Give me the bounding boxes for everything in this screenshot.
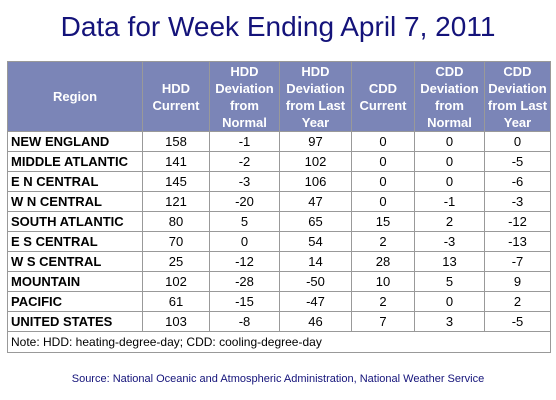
value-cell: -13 [484,231,551,252]
value-cell: -8 [209,311,280,332]
value-cell: 102 [279,151,352,172]
value-cell: 0 [351,191,415,212]
value-cell: 9 [484,271,551,292]
column-header: CDD Deviation from Last Year [484,61,551,132]
value-cell: 0 [414,131,485,152]
value-cell: -50 [279,271,352,292]
source-citation: Source: National Oceanic and Atmospheric… [71,373,485,385]
value-cell: 47 [279,191,352,212]
column-header: CDD Deviation from Normal [414,61,485,132]
table-row: PACIFIC 61 -15 -47 2 0 2 [7,291,551,312]
region-cell: W N CENTRAL [7,191,143,212]
value-cell: 15 [351,211,415,232]
region-cell: MOUNTAIN [7,271,143,292]
value-cell: 28 [351,251,415,272]
region-cell: E S CENTRAL [7,231,143,252]
value-cell: -12 [209,251,280,272]
value-cell: -5 [484,151,551,172]
value-cell: -12 [484,211,551,232]
value-cell: -6 [484,171,551,192]
value-cell: 46 [279,311,352,332]
table-row: MIDDLE ATLANTIC 141 -2 102 0 0 -5 [7,151,551,172]
value-cell: 106 [279,171,352,192]
value-cell: 5 [414,271,485,292]
column-header: Region [7,61,143,132]
region-cell: NEW ENGLAND [7,131,143,152]
value-cell: 0 [414,291,485,312]
table-row: NEW ENGLAND 158 -1 97 0 0 0 [7,131,551,152]
value-cell: -2 [209,151,280,172]
column-header: HDD Current [142,61,210,132]
value-cell: 7 [351,311,415,332]
value-cell: -15 [209,291,280,312]
value-cell: 2 [414,211,485,232]
value-cell: -47 [279,291,352,312]
value-cell: 121 [142,191,210,212]
page-title: Data for Week Ending April 7, 2011 [60,11,496,42]
value-cell: 2 [351,231,415,252]
value-cell: 65 [279,211,352,232]
value-cell: -1 [414,191,485,212]
value-cell: 3 [414,311,485,332]
value-cell: 80 [142,211,210,232]
value-cell: 0 [414,151,485,172]
value-cell: -20 [209,191,280,212]
value-cell: 0 [414,171,485,192]
value-cell: 102 [142,271,210,292]
value-cell: 0 [484,131,551,152]
note-row: Note: HDD: heating-degree-day; CDD: cool… [7,331,551,353]
value-cell: 14 [279,251,352,272]
table-row: W S CENTRAL 25 -12 14 28 13 -7 [7,251,551,272]
value-cell: 141 [142,151,210,172]
table-row: E S CENTRAL 70 0 54 2 -3 -13 [7,231,551,252]
value-cell: 0 [351,131,415,152]
table-row: UNITED STATES 103 -8 46 7 3 -5 [7,311,551,332]
value-cell: 97 [279,131,352,152]
table-note: Note: HDD: heating-degree-day; CDD: cool… [7,331,551,353]
value-cell: 5 [209,211,280,232]
table-footer: Note: HDD: heating-degree-day; CDD: cool… [7,331,551,353]
column-header: CDD Current [351,61,415,132]
region-cell: MIDDLE ATLANTIC [7,151,143,172]
table-row: MOUNTAIN 102 -28 -50 10 5 9 [7,271,551,292]
value-cell: 70 [142,231,210,252]
table-row: W N CENTRAL 121 -20 47 0 -1 -3 [7,191,551,212]
value-cell: -7 [484,251,551,272]
value-cell: 145 [142,171,210,192]
value-cell: 2 [351,291,415,312]
value-cell: 61 [142,291,210,312]
table-header: Region HDD Current HDD Deviation from Norm… [7,61,551,132]
column-header: HDD Deviation from Last Year [279,61,352,132]
data-table-container: Region HDD Current HDD Deviation from Norm… [7,61,551,353]
region-cell: W S CENTRAL [7,251,143,272]
value-cell: 25 [142,251,210,272]
table-row: SOUTH ATLANTIC 80 5 65 15 2 -12 [7,211,551,232]
value-cell: 13 [414,251,485,272]
table-row: E N CENTRAL 145 -3 106 0 0 -6 [7,171,551,192]
value-cell: -3 [414,231,485,252]
header-row: Region HDD Current HDD Deviation from Norm… [7,61,551,132]
value-cell: -3 [484,191,551,212]
region-cell: SOUTH ATLANTIC [7,211,143,232]
value-cell: 10 [351,271,415,292]
value-cell: -3 [209,171,280,192]
value-cell: -5 [484,311,551,332]
value-cell: 0 [209,231,280,252]
weather-data-table: Region HDD Current HDD Deviation from Norm… [7,61,551,353]
value-cell: -28 [209,271,280,292]
region-cell: E N CENTRAL [7,171,143,192]
value-cell: 158 [142,131,210,152]
value-cell: 0 [351,171,415,192]
table-body: NEW ENGLAND 158 -1 97 0 0 0 MIDDLE ATLANTIC 141-… [7,131,551,332]
value-cell: 103 [142,311,210,332]
region-cell: UNITED STATES [7,311,143,332]
column-header: HDD Deviation from Normal [209,61,280,132]
region-cell: PACIFIC [7,291,143,312]
value-cell: 0 [351,151,415,172]
value-cell: 2 [484,291,551,312]
value-cell: 54 [279,231,352,252]
value-cell: -1 [209,131,280,152]
